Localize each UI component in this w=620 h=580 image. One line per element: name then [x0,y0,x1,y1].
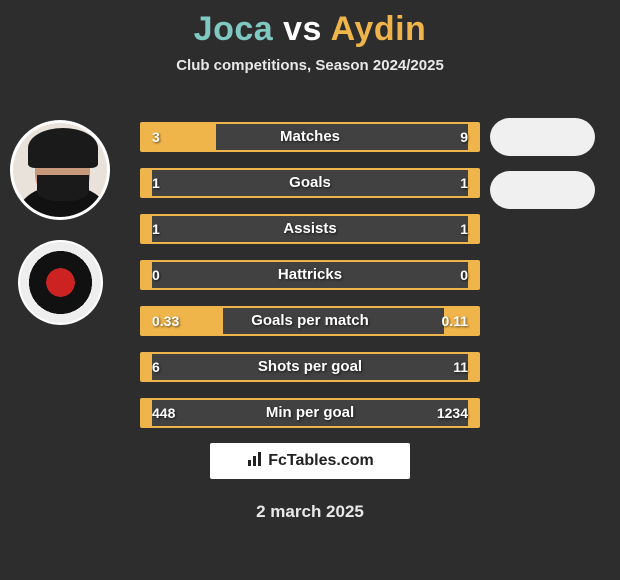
stat-value-right: 1 [460,216,468,242]
chart-icon [246,450,264,473]
stat-value-right: 0.11 [442,308,468,334]
stat-label: Goals per match [142,308,478,334]
stat-row: Shots per goal6 11 [140,352,480,382]
stat-value-right: 1 [460,170,468,196]
title-vs: vs [283,10,322,48]
stat-row: Goals per match0.33 0.11 [140,306,480,336]
stat-bars: Matches39Goals11Assists11Hattricks00Goal… [140,122,480,444]
footer-brand: FcTables.com [210,443,410,479]
player1-club-badge [18,240,103,325]
stat-row: Hattricks0 0 [140,260,480,290]
right-column [490,118,605,224]
stat-value-right: 11 [453,354,468,380]
stat-row: Goals1 1 [140,168,480,198]
stat-value-right: 1234 [437,400,468,426]
footer-brand-text: FcTables.com [268,452,374,470]
stat-value-left: 0 [152,262,160,288]
stat-row: Assists1 1 [140,214,480,244]
left-column [10,120,120,325]
subtitle: Club competitions, Season 2024/2025 [0,57,620,74]
player1-avatar [10,120,110,220]
title-player1: Joca [194,10,274,48]
stat-label: Goals [142,170,478,196]
title: Joca vs Aydin [0,0,620,49]
title-player2: Aydin [331,10,427,48]
stat-value-left: 1 [152,216,160,242]
stat-label: Hattricks [142,262,478,288]
stat-value-left: 3 [152,124,160,150]
stat-value-left: 0.33 [152,308,179,334]
stat-row: Matches3 9 [140,122,480,152]
stat-value-left: 448 [152,400,175,426]
footer-date: 2 march 2025 [0,502,620,522]
player2-club-placeholder [490,171,595,209]
stat-label: Assists [142,216,478,242]
stat-label: Matches [142,124,478,150]
stat-value-left: 6 [152,354,160,380]
stat-value-left: 1 [152,170,160,196]
stat-label: Min per goal [142,400,478,426]
player2-avatar-placeholder [490,118,595,156]
stat-row: Min per goal448 1234 [140,398,480,428]
stat-value-right: 9 [460,124,468,150]
stat-value-right: 0 [460,262,468,288]
stat-label: Shots per goal [142,354,478,380]
